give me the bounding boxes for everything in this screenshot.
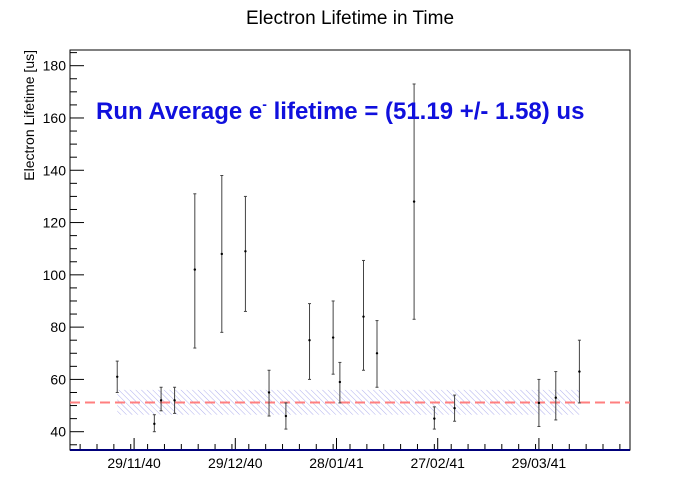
chart-title: Electron Lifetime in Time	[246, 8, 454, 29]
y-tick-label: 160	[43, 110, 67, 126]
data-points	[115, 83, 581, 433]
data-marker	[159, 399, 163, 402]
data-point	[375, 320, 379, 388]
data-point	[159, 386, 163, 412]
data-marker	[578, 370, 581, 373]
data-point	[308, 303, 312, 380]
data-marker	[173, 399, 176, 402]
y-tick-label: 60	[50, 371, 66, 387]
data-point	[412, 83, 416, 320]
data-marker	[375, 352, 379, 355]
x-tick-label: 27/02/41	[410, 455, 465, 471]
data-marker	[193, 268, 197, 271]
data-marker	[433, 417, 436, 420]
data-point	[115, 360, 119, 393]
annotation-suffix: lifetime = (51.19 +/- 1.58) us	[267, 98, 584, 125]
data-point	[338, 361, 342, 404]
x-tick-label: 29/03/41	[512, 455, 567, 471]
data-point	[243, 195, 247, 312]
y-tick-label: 180	[43, 58, 67, 74]
annotation-superscript: -	[262, 96, 267, 112]
y-tick-label: 100	[43, 267, 67, 283]
data-marker	[554, 396, 557, 399]
data-marker	[284, 414, 288, 418]
data-marker	[362, 315, 365, 318]
y-tick-label: 80	[50, 319, 66, 335]
y-tick-label: 140	[43, 162, 67, 178]
data-point	[361, 259, 365, 371]
y-tick-label: 40	[50, 424, 66, 440]
data-marker	[412, 200, 416, 203]
y-axis-label: Electron Lifetime [us]	[21, 50, 37, 181]
data-point	[220, 174, 224, 333]
data-point	[173, 386, 177, 414]
data-point	[193, 193, 197, 349]
x-tick-label: 29/11/40	[107, 455, 161, 471]
data-point	[331, 300, 335, 375]
y-tick-label: 120	[43, 215, 67, 231]
x-tick-label: 29/12/40	[208, 455, 263, 471]
data-marker	[338, 380, 342, 384]
x-axis: 29/11/40 29/12/40 28/01/41 27/02/41 29/03/41	[79, 438, 621, 471]
y-axis: 40 60 80 100 120 140 160 180	[43, 52, 84, 446]
data-point	[152, 414, 156, 433]
data-marker	[153, 422, 156, 426]
annotation-prefix: Run Average e	[96, 98, 262, 125]
data-marker	[116, 375, 119, 378]
data-point	[267, 369, 271, 417]
data-marker	[331, 336, 335, 339]
data-marker	[308, 338, 311, 342]
data-marker	[537, 401, 541, 405]
data-point	[284, 402, 288, 430]
data-point	[577, 339, 581, 404]
data-point	[537, 378, 541, 427]
run-average-annotation: Run Average e- lifetime = (51.19 +/- 1.5…	[96, 96, 584, 125]
data-point	[432, 406, 436, 430]
data-marker	[267, 391, 271, 394]
data-marker	[453, 406, 456, 410]
data-marker	[220, 252, 224, 256]
data-marker	[244, 250, 247, 253]
data-point	[554, 371, 558, 421]
data-point	[453, 394, 457, 422]
x-tick-label: 28/01/41	[309, 455, 364, 471]
